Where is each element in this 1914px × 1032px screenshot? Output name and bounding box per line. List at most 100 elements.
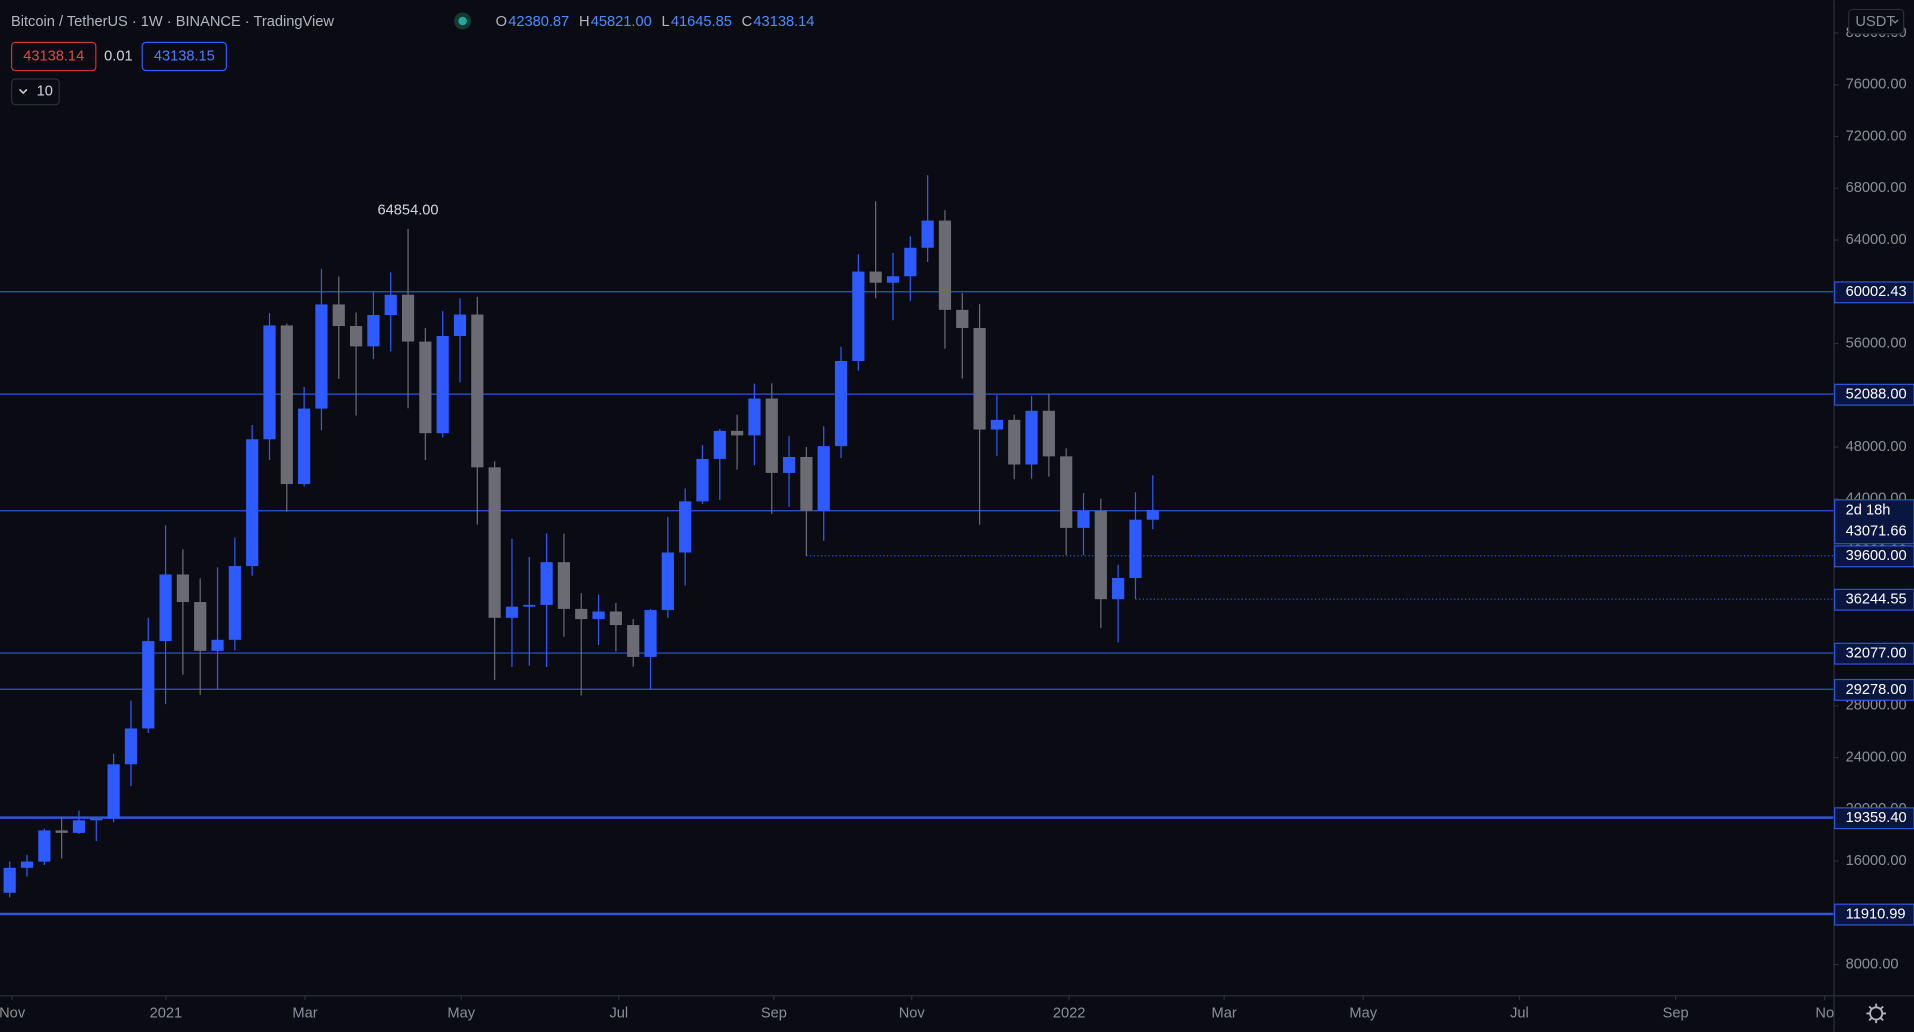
- y-tick-label: 56000.00: [1846, 335, 1907, 351]
- candle-body: [367, 315, 380, 347]
- candle-body: [1042, 410, 1055, 457]
- candle-body: [1112, 577, 1125, 600]
- candle-body: [124, 728, 138, 765]
- candle-body: [592, 611, 605, 620]
- x-tick-label: 2021: [150, 1005, 183, 1021]
- candle-body: [800, 456, 813, 511]
- candle-body: [990, 419, 1004, 430]
- candle-body: [557, 562, 571, 609]
- bid-box[interactable]: [10, 41, 97, 72]
- candle-body: [679, 501, 692, 553]
- candle-body: [886, 276, 900, 283]
- level-label: 19359.40: [1846, 810, 1907, 826]
- y-tick-label: 48000.00: [1846, 439, 1907, 455]
- level-label-box: [1834, 499, 1914, 545]
- candle-body: [332, 304, 345, 327]
- candle-body: [523, 604, 536, 607]
- ohlc-key: H: [579, 14, 590, 30]
- candle-body: [159, 574, 172, 642]
- ohlc-value: 41645.85: [671, 14, 732, 30]
- level-label-box: [1834, 642, 1914, 665]
- candle-body: [609, 611, 622, 626]
- candle-body: [782, 456, 796, 473]
- candle-body: [3, 867, 16, 893]
- candle-body: [627, 625, 640, 657]
- candle-body: [575, 608, 588, 620]
- candle-body: [90, 818, 103, 821]
- candle-body: [453, 314, 467, 337]
- level-label-box: [1834, 903, 1914, 926]
- candle-body: [384, 294, 397, 316]
- candle-body: [38, 830, 51, 862]
- ohlc-key: O: [496, 14, 507, 30]
- level-label-box: [1834, 678, 1914, 701]
- x-tick-label: Mar: [292, 1005, 317, 1021]
- y-tick-label: 16000.00: [1846, 853, 1907, 869]
- currency[interactable]: USDT: [1855, 14, 1895, 30]
- price-axis-bg: [1833, 0, 1914, 996]
- level-label: 11910.99: [1846, 906, 1906, 922]
- y-tick-label: 72000.00: [1846, 128, 1907, 144]
- y-tick-label: 24000.00: [1846, 749, 1907, 765]
- candle-body: [644, 610, 657, 657]
- candle-body: [488, 467, 501, 618]
- candle-body: [956, 309, 969, 328]
- candle-body: [834, 360, 848, 447]
- candle-body: [176, 574, 189, 603]
- candle-body: [817, 446, 830, 511]
- candle-body: [1077, 510, 1090, 528]
- ask[interactable]: 43138.15: [154, 48, 215, 64]
- y-tick-label: 8000.00: [1846, 956, 1899, 972]
- candle-body: [748, 398, 761, 436]
- indicator-count[interactable]: 10: [37, 84, 53, 100]
- ask-box[interactable]: [141, 41, 228, 72]
- level-label: 29278.00: [1846, 682, 1907, 698]
- candle-body: [72, 820, 86, 833]
- x-tick-label: No: [1815, 1005, 1834, 1021]
- candle-body: [315, 304, 328, 409]
- candle-body: [1008, 419, 1021, 465]
- settings-gear[interactable]: [1866, 1003, 1886, 1024]
- currency-button[interactable]: [1848, 8, 1905, 35]
- candle-body: [194, 602, 207, 651]
- y-tick-label: 76000.00: [1846, 77, 1907, 93]
- ohlc-value: 43138.14: [753, 14, 814, 30]
- candle-body: [731, 430, 744, 436]
- x-tick-label: Jul: [609, 1005, 628, 1021]
- plot-area: 64854.00: [0, 175, 1834, 916]
- status-dot: [458, 16, 467, 26]
- ohlc-key: C: [742, 14, 753, 30]
- x-tick-label: Nov: [0, 1005, 26, 1021]
- candle-body: [211, 639, 224, 651]
- x-tick-label: May: [447, 1005, 475, 1021]
- indicator-box[interactable]: [10, 78, 60, 106]
- candle-body: [1094, 510, 1107, 600]
- candle-body: [696, 458, 709, 502]
- candle-body: [1060, 456, 1073, 528]
- level-label: 32077.00: [1846, 646, 1907, 662]
- candle-body: [713, 430, 726, 459]
- bid[interactable]: 43138.14: [23, 48, 84, 64]
- level-label-box: [1834, 383, 1914, 406]
- level-label-box: [1834, 545, 1914, 568]
- candle-body: [505, 606, 519, 618]
- candle-body: [661, 552, 674, 611]
- x-tick-label: 2022: [1053, 1005, 1086, 1021]
- candle-body: [263, 325, 276, 440]
- level-label: 60002.43: [1846, 284, 1907, 300]
- x-tick-label: Sep: [1663, 1005, 1689, 1021]
- ohlc-legend: O 42380.87 H 45821.00 L 41645.85 C 43138.14: [496, 14, 815, 30]
- candle-body: [20, 861, 34, 868]
- gear-teeth: [1866, 1003, 1886, 1024]
- candle-body: [540, 562, 553, 605]
- level-label: 43071.66: [1846, 523, 1907, 539]
- symbol: Bitcoin / TetherUS · 1W · BINANCE · Trad…: [11, 14, 334, 30]
- chevron: [18, 88, 28, 95]
- y-tick-label: 64000.00: [1846, 232, 1907, 248]
- level-label-box: [1834, 807, 1914, 830]
- candle-body: [852, 271, 865, 361]
- level-label: 36244.55: [1846, 592, 1907, 608]
- candle-body: [228, 566, 241, 640]
- x-tick-label: Sep: [761, 1005, 787, 1021]
